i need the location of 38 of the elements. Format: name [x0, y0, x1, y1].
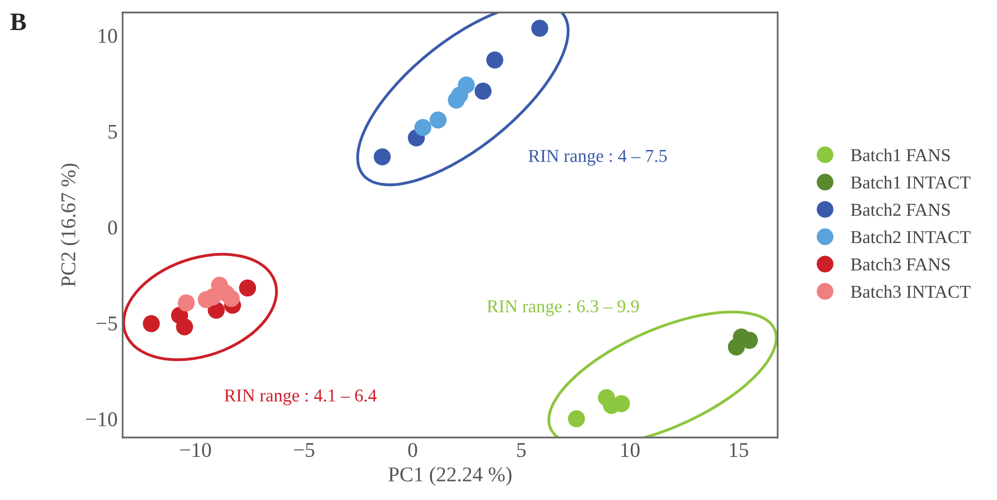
point — [486, 52, 504, 69]
point — [602, 396, 620, 414]
legend-label: Batch1 FANS — [850, 148, 950, 162]
text: B — [10, 14, 26, 30]
y-tick-label: 0 — [108, 220, 117, 235]
y-tick-label: −10 — [86, 412, 117, 426]
point — [568, 410, 585, 428]
point — [531, 20, 548, 37]
annotation: RIN range : 6.3 – 9.9 — [487, 300, 639, 316]
point — [178, 294, 195, 312]
x-axis-title: PC1 (22.24 %) — [388, 466, 512, 486]
annotation: RIN range : 4 – 7.5 — [528, 150, 667, 166]
point — [728, 338, 745, 356]
x-tick-label: 15 — [730, 443, 748, 458]
point — [414, 119, 432, 136]
point — [222, 290, 240, 308]
x-tick-label: −5 — [294, 443, 314, 458]
x-tick-label: 10 — [621, 442, 640, 458]
legend-label: Batch1 INTACT — [850, 176, 970, 189]
x-tick-label: −10 — [180, 442, 211, 458]
point — [374, 148, 391, 166]
legend-label: Batch3 INTACT — [850, 285, 970, 298]
point — [239, 279, 256, 296]
legend-label: Batch2 INTACT — [850, 230, 970, 244]
annotation: RIN range : 4.1 – 6.4 — [224, 389, 377, 406]
y-tick-label: −5 — [96, 316, 117, 330]
legend-label: Batch2 FANS — [850, 203, 950, 216]
legend-label: Batch3 FANS — [850, 258, 950, 271]
point — [451, 86, 468, 104]
point — [430, 112, 447, 129]
x-tick-label: 0 — [408, 442, 418, 458]
y-tick-label: 10 — [98, 28, 117, 43]
x-tick-label: 5 — [517, 443, 526, 458]
y-tick-label: 5 — [108, 124, 117, 139]
y-axis-title: PC2 (16.67 %) — [60, 164, 80, 287]
point — [142, 315, 160, 332]
point — [474, 82, 492, 100]
point — [176, 318, 194, 336]
